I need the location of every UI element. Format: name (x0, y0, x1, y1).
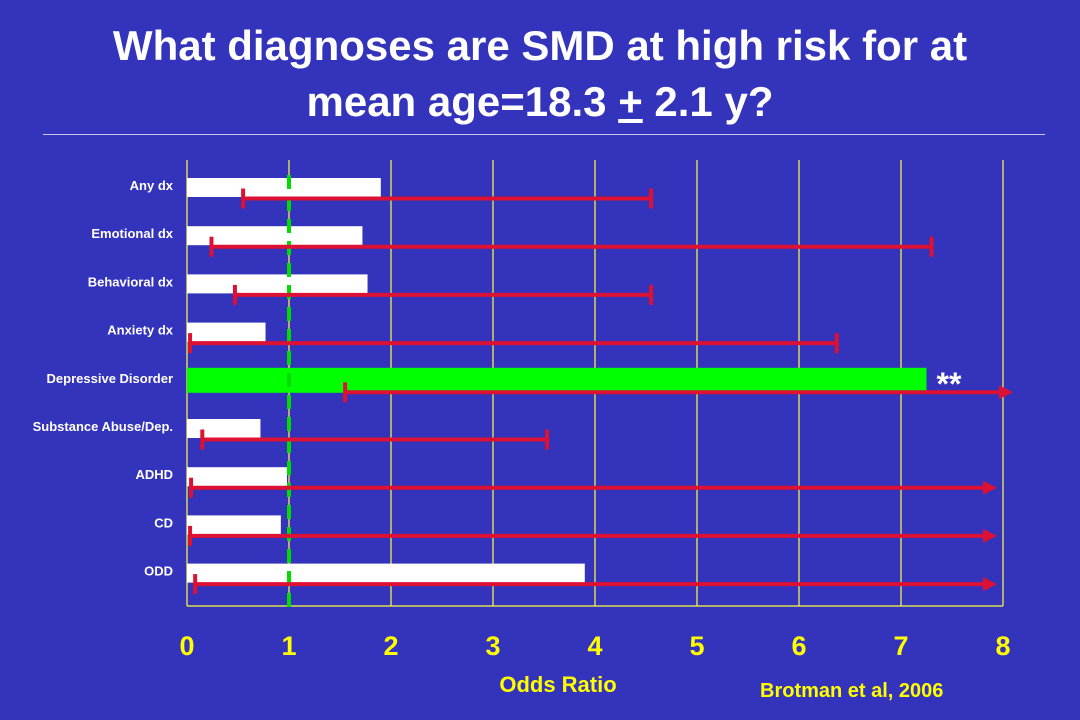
x-tick-label: 7 (893, 631, 908, 661)
category-label: Depressive Disorder (47, 371, 173, 386)
category-label: ADHD (135, 467, 173, 482)
ci-arrow (983, 577, 997, 592)
x-tick-label: 4 (587, 631, 602, 661)
title-divider (43, 134, 1045, 135)
bar (187, 274, 368, 294)
significance-marker: ** (937, 366, 962, 402)
x-tick-label: 1 (281, 631, 296, 661)
x-axis-label: Odds Ratio (499, 672, 616, 697)
ci-arrow (983, 528, 997, 543)
title-line-2-pre: mean age=18.3 (306, 78, 619, 125)
bar (187, 419, 261, 438)
x-tick-labels: 0 1 2 3 4 5 6 7 8 (179, 631, 1010, 661)
title-line-2-post: 2.1 y? (642, 78, 774, 125)
category-label: Emotional dx (91, 226, 173, 241)
bar (187, 322, 266, 342)
bar (187, 367, 927, 393)
bar (187, 178, 381, 197)
bar (187, 563, 585, 583)
category-label: Any dx (130, 178, 174, 193)
category-label: Behavioral dx (88, 274, 174, 289)
confidence-intervals (188, 188, 1013, 595)
source-citation: Brotman et al, 2006 (760, 680, 944, 702)
ci-arrow (999, 385, 1013, 400)
x-tick-label: 5 (689, 631, 704, 661)
category-label: Anxiety dx (107, 323, 174, 338)
bar (187, 226, 363, 246)
category-label: CD (154, 515, 173, 530)
title-line-1: What diagnoses are SMD at high risk for … (112, 22, 968, 69)
bar (187, 515, 281, 535)
plus-minus-sign: + (618, 78, 643, 125)
x-tick-label: 3 (485, 631, 500, 661)
category-labels: Any dx Emotional dx Behavioral dx Anxiety d… (33, 178, 962, 579)
x-tick-label: 2 (383, 631, 398, 661)
bars (187, 178, 927, 583)
category-label: ODD (144, 564, 173, 579)
category-label: Substance Abuse/Dep. (33, 419, 173, 434)
x-tick-label: 0 (179, 631, 194, 661)
bar (187, 467, 287, 487)
x-tick-label: 8 (995, 631, 1010, 661)
ci-arrow (983, 480, 997, 495)
slide-title: What diagnoses are SMD at high risk for … (20, 18, 1060, 130)
x-tick-label: 6 (791, 631, 806, 661)
title-line-2: mean age=18.3 + 2.1 y? (20, 74, 1060, 130)
